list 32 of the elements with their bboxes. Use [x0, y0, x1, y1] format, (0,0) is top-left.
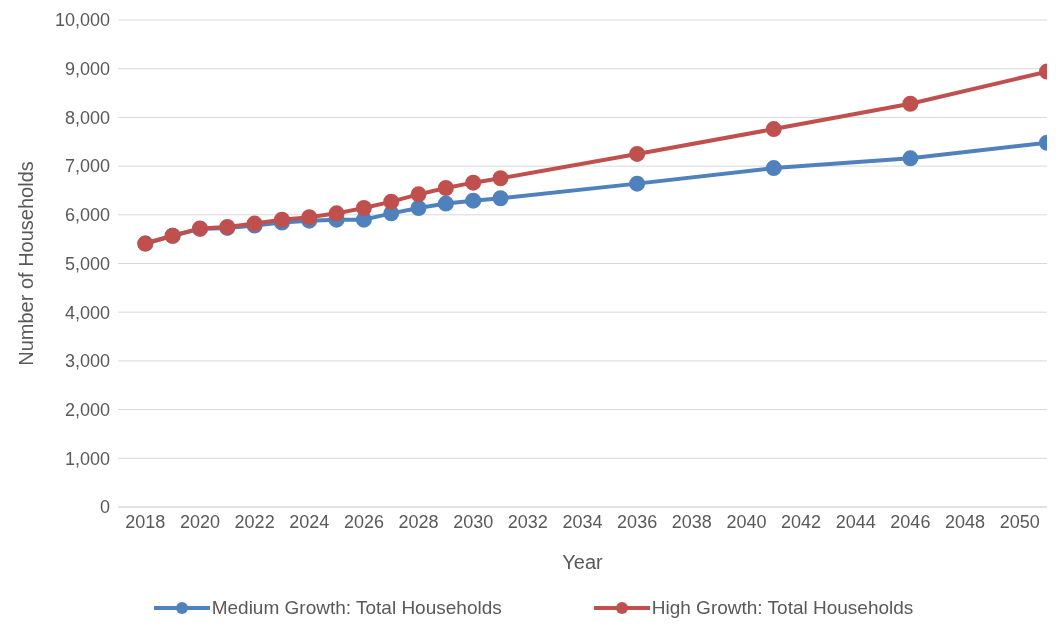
x-tick-label: 2036 — [617, 511, 658, 532]
y-tick-label: 9,000 — [64, 59, 110, 80]
legend-label: High Growth: Total Households — [651, 597, 914, 619]
legend-label: Medium Growth: Total Households — [211, 597, 502, 619]
x-tick-label: 2024 — [289, 511, 330, 532]
y-tick-label: 5,000 — [64, 253, 110, 274]
x-tick-label: 2050 — [999, 511, 1040, 532]
y-tick-label: 8,000 — [64, 107, 110, 128]
x-tick-label: 2018 — [125, 511, 166, 532]
x-tick-label: 2028 — [398, 511, 439, 532]
y-axis-title: Number of Households — [15, 161, 38, 366]
x-tick-label: 2030 — [453, 511, 494, 532]
x-tick-label: 2032 — [507, 511, 548, 532]
x-tick-label: 2020 — [179, 511, 220, 532]
x-tick-label: 2040 — [726, 511, 767, 532]
x-tick-label: 2022 — [234, 511, 275, 532]
x-tick-label: 2044 — [835, 511, 876, 532]
y-tick-label: 3,000 — [64, 351, 110, 372]
x-axis-title: Year — [562, 551, 604, 573]
y-tick-label: 10,000 — [54, 10, 110, 31]
y-tick-label: 1,000 — [64, 448, 110, 469]
x-tick-label: 2026 — [343, 511, 384, 532]
x-tick-label: 2042 — [781, 511, 822, 532]
y-tick-label: 0 — [99, 497, 110, 518]
y-tick-label: 2,000 — [64, 399, 110, 420]
x-tick-label: 2046 — [890, 511, 931, 532]
x-tick-label: 2048 — [945, 511, 986, 532]
y-tick-label: 7,000 — [64, 156, 110, 177]
x-tick-label: 2038 — [671, 511, 712, 532]
y-tick-label: 4,000 — [64, 302, 110, 323]
x-tick-label: 2034 — [562, 511, 603, 532]
y-tick-label: 6,000 — [64, 205, 110, 226]
